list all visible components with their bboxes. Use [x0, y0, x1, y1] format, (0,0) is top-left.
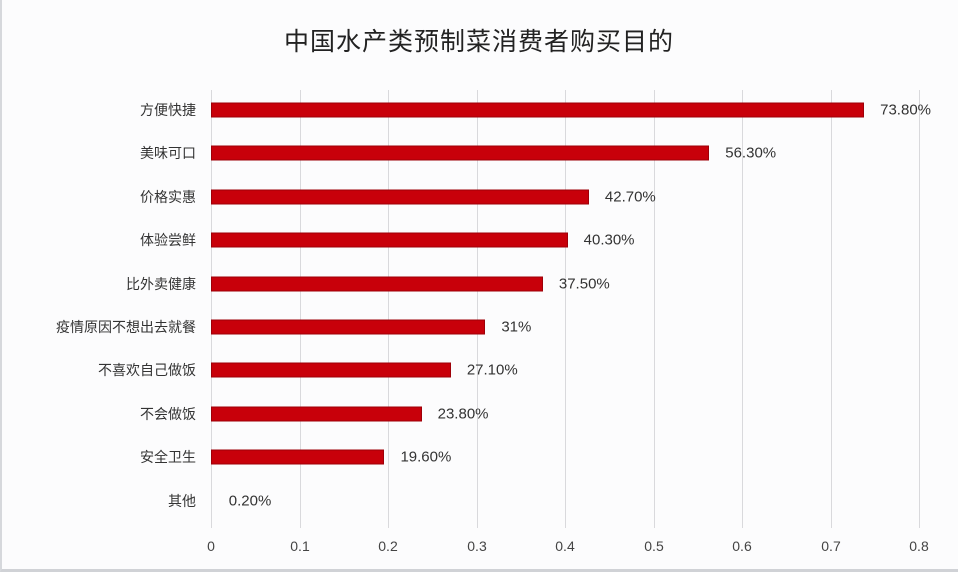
category-label: 美味可口 — [140, 146, 196, 162]
x-tick-label: 0.3 — [467, 538, 487, 554]
gridline — [742, 90, 743, 528]
category-label: 不喜欢自己做饭 — [98, 363, 196, 379]
bar — [211, 406, 422, 422]
data-label: 37.50% — [558, 275, 610, 293]
x-tick-label: 0.8 — [909, 538, 929, 554]
bar — [211, 449, 385, 465]
x-tick-label: 0.7 — [821, 538, 841, 554]
x-tick-label: 0 — [207, 538, 215, 554]
category-label: 方便快捷 — [140, 103, 196, 119]
category-label: 不会做饭 — [140, 407, 196, 423]
bar — [211, 319, 486, 335]
x-tick-label: 0.2 — [378, 538, 398, 554]
bar — [211, 362, 451, 378]
data-label: 23.80% — [437, 405, 489, 423]
x-tick-label: 0.4 — [555, 538, 575, 554]
gridline — [388, 90, 389, 528]
chart-title: 中国水产类预制菜消费者购买目的 — [283, 27, 674, 56]
gridline — [477, 90, 478, 528]
gridline — [565, 90, 566, 528]
data-label: 42.70% — [604, 188, 656, 206]
category-label: 疫情原因不想出去就餐 — [56, 320, 196, 336]
gridline — [654, 90, 655, 528]
gridline — [831, 90, 832, 528]
gridline — [211, 90, 212, 528]
bar — [211, 276, 543, 292]
data-label: 73.80% — [880, 101, 931, 119]
data-label: 27.10% — [466, 361, 518, 379]
bar — [211, 232, 568, 248]
bar — [211, 145, 710, 161]
x-tick-label: 0.5 — [644, 538, 664, 554]
data-label: 56.30% — [725, 144, 777, 162]
gridline — [300, 90, 301, 528]
category-label: 体验尝鲜 — [140, 233, 196, 249]
category-label: 价格实惠 — [140, 190, 196, 206]
x-tick-label: 0.6 — [732, 538, 752, 554]
category-label: 其他 — [168, 494, 196, 510]
gridline — [919, 90, 920, 528]
data-label: 19.60% — [400, 448, 452, 466]
data-label: 40.30% — [583, 231, 635, 249]
category-label: 安全卫生 — [140, 450, 196, 466]
x-tick-label: 0.1 — [290, 538, 310, 554]
data-label: 0.20% — [228, 492, 272, 510]
bar — [211, 102, 865, 118]
data-label: 31% — [501, 318, 532, 336]
category-label: 比外卖健康 — [126, 277, 196, 293]
bar — [211, 189, 589, 205]
